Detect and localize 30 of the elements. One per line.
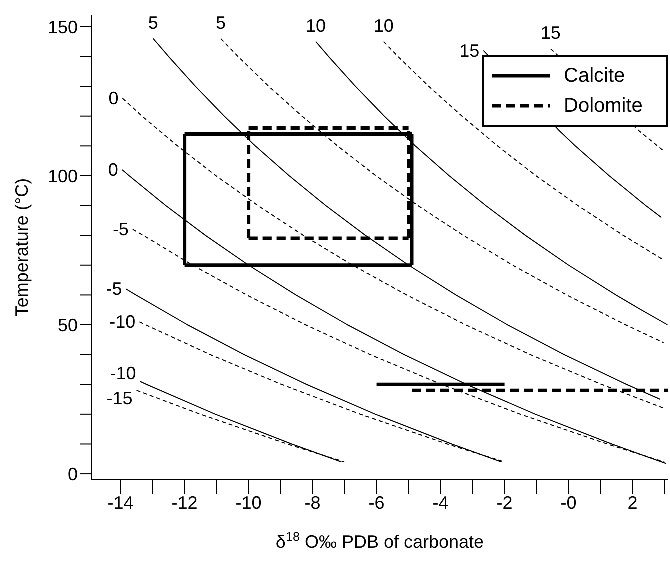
x-tick-label: -0 bbox=[560, 492, 577, 513]
y-tick-label: 150 bbox=[48, 17, 78, 38]
annotation: 5 bbox=[148, 12, 158, 33]
legend-label: Calcite bbox=[564, 64, 626, 88]
y-tick-label: 0 bbox=[68, 464, 78, 484]
y-tick-label: 50 bbox=[58, 315, 78, 336]
legend-label: Dolomite bbox=[564, 94, 643, 118]
x-tick-label: 2 bbox=[628, 492, 638, 513]
x-tick-label: -10 bbox=[236, 492, 262, 513]
x-tick-label: -6 bbox=[368, 492, 385, 513]
x-tick-label: -12 bbox=[172, 492, 198, 513]
annotation: -5 bbox=[112, 220, 129, 240]
x-axis-title: δ$^{18}$ O‰ PDB of carbonate bbox=[276, 530, 484, 552]
annotation: -5 bbox=[106, 279, 122, 300]
annotation: -10 bbox=[110, 364, 136, 384]
annotation: 15 bbox=[460, 40, 480, 61]
x-tick-label: -2 bbox=[496, 492, 513, 513]
annotation: 0 bbox=[108, 88, 119, 108]
annotation: 15 bbox=[540, 22, 561, 43]
annotation: 0 bbox=[108, 160, 118, 180]
annotation: -15 bbox=[106, 388, 133, 409]
annotation: 10 bbox=[374, 16, 394, 36]
annotation: 10 bbox=[306, 16, 326, 36]
x-tick-label: -8 bbox=[304, 492, 321, 513]
y-tick-label: 100 bbox=[48, 166, 78, 186]
y-axis-title: Temperature (°C) bbox=[12, 178, 32, 317]
x-tick-label: -14 bbox=[108, 492, 134, 513]
annotation: -10 bbox=[110, 312, 136, 332]
x-tick-label: -4 bbox=[432, 492, 449, 513]
annotation: 5 bbox=[216, 12, 226, 33]
